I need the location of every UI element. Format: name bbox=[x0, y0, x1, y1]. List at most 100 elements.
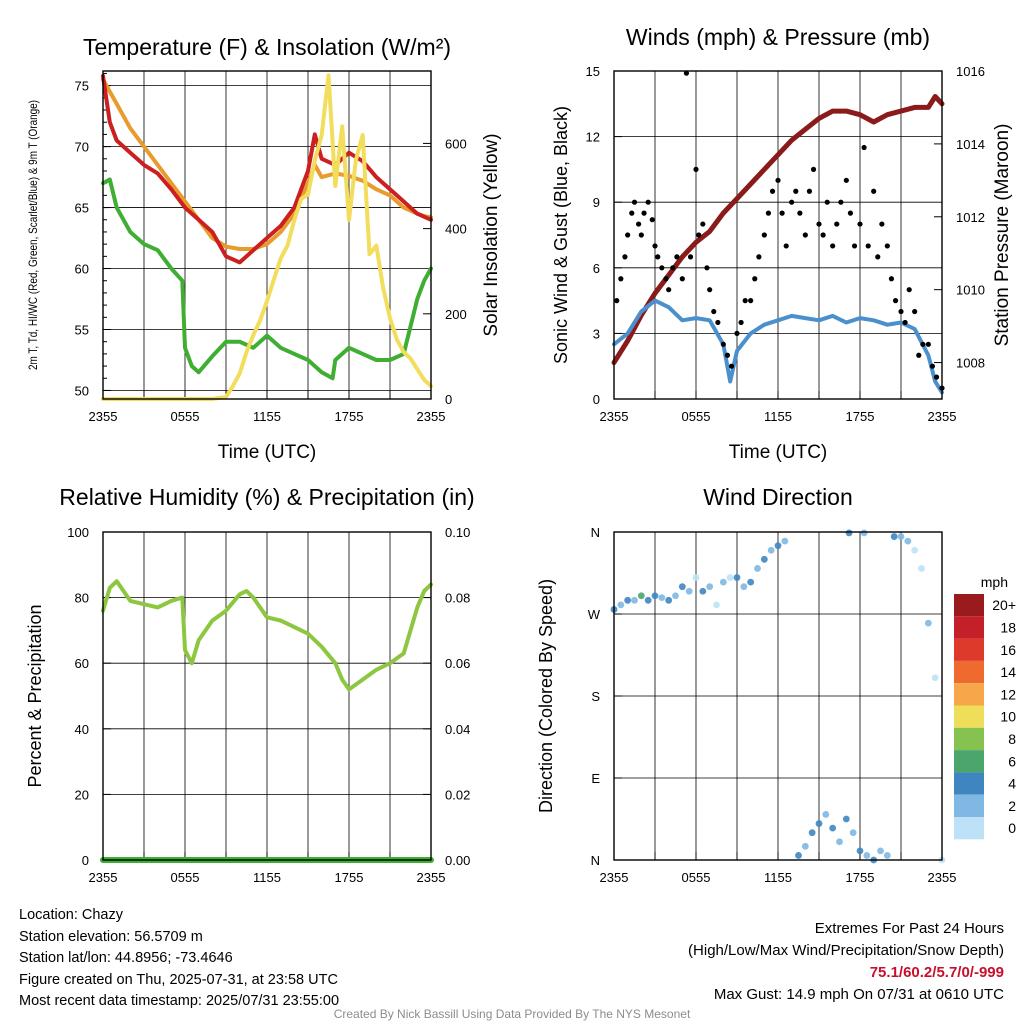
gust-point bbox=[614, 298, 620, 304]
gust-point bbox=[920, 341, 926, 347]
legend-swatch bbox=[954, 750, 984, 773]
series-line bbox=[101, 73, 433, 265]
legend-label: 4 bbox=[1008, 776, 1016, 792]
x-tick-label: 1755 bbox=[846, 409, 875, 424]
direction-point bbox=[665, 596, 673, 604]
x-axis-label: Time (UTC) bbox=[729, 442, 828, 463]
direction-point bbox=[767, 546, 775, 554]
y-tick-label-left: 70 bbox=[75, 140, 89, 155]
direction-point bbox=[631, 596, 638, 604]
gust-point bbox=[806, 188, 813, 194]
series-line bbox=[612, 298, 944, 395]
latlon-text: Station lat/lon: 44.8956; -73.4646 bbox=[19, 950, 233, 966]
direction-point bbox=[637, 592, 645, 600]
gust-point bbox=[888, 276, 895, 282]
gust-point bbox=[898, 308, 904, 315]
legend-swatch bbox=[954, 727, 984, 751]
direction-point bbox=[678, 583, 686, 591]
gust-point bbox=[761, 232, 767, 238]
gust-point bbox=[871, 188, 877, 194]
legend-label: 6 bbox=[1008, 753, 1016, 769]
gust-point bbox=[838, 199, 844, 205]
gust-point bbox=[724, 352, 731, 358]
direction-point bbox=[924, 619, 932, 627]
gust-point bbox=[779, 210, 785, 216]
direction-point bbox=[897, 533, 905, 540]
chart-title: Temperature (F) & Insolation (W/m²) bbox=[83, 34, 451, 60]
gust-point bbox=[652, 243, 658, 249]
gust-point bbox=[728, 363, 735, 369]
gust-point bbox=[696, 232, 702, 238]
direction-point bbox=[706, 583, 714, 591]
direction-point bbox=[801, 842, 809, 850]
series-line bbox=[101, 177, 433, 381]
legend-swatch bbox=[954, 772, 984, 795]
direction-point bbox=[658, 594, 666, 601]
series-line bbox=[101, 579, 433, 692]
gust-point bbox=[816, 221, 822, 227]
legend-swatch bbox=[954, 638, 984, 661]
gust-point bbox=[738, 319, 744, 326]
x-tick-label: 1755 bbox=[335, 870, 364, 885]
direction-point bbox=[747, 578, 755, 586]
gust-point bbox=[775, 177, 781, 183]
y-tick-label-right: 1008 bbox=[956, 356, 985, 371]
direction-point bbox=[692, 574, 700, 581]
x-tick-label: 2355 bbox=[928, 870, 957, 885]
direction-point bbox=[836, 838, 843, 846]
y-tick-label-right: 1014 bbox=[956, 137, 985, 152]
direction-point bbox=[829, 824, 837, 832]
x-axis-label: Time (UTC) bbox=[218, 442, 317, 463]
extremes-values: 75.1/60.2/5.7/0/-999 bbox=[869, 964, 1004, 981]
x-tick-label: 2355 bbox=[600, 409, 629, 424]
y-tick-label-left: 65 bbox=[75, 201, 89, 216]
y-axis-label-left: 2m T, Td, HI/WC (Red, Green, Scarlet/Blu… bbox=[26, 100, 40, 370]
y-tick-label-left: 9 bbox=[593, 195, 600, 210]
x-tick-label: 0555 bbox=[171, 870, 200, 885]
y-tick-label-right: 0.08 bbox=[445, 591, 470, 606]
y-tick-label-left: 3 bbox=[593, 326, 600, 341]
y-tick-label-right: 0.00 bbox=[445, 853, 470, 868]
gust-point bbox=[720, 341, 726, 347]
y-tick-label-left: 60 bbox=[75, 656, 89, 671]
direction-point bbox=[842, 815, 850, 823]
gust-point bbox=[861, 144, 867, 151]
legend-swatch bbox=[954, 594, 984, 617]
direction-point bbox=[808, 829, 816, 837]
y-tick-label-right: 1012 bbox=[956, 210, 985, 225]
gust-point bbox=[802, 232, 808, 238]
legend-swatch bbox=[954, 683, 984, 706]
y-tick-label-left: S bbox=[591, 689, 600, 704]
gust-point bbox=[618, 276, 624, 282]
direction-point bbox=[719, 578, 727, 586]
y-tick-label-left: 55 bbox=[75, 322, 89, 337]
gust-point bbox=[715, 319, 721, 326]
direction-point bbox=[781, 537, 789, 545]
direction-point bbox=[713, 601, 720, 609]
x-tick-label: 1755 bbox=[335, 409, 364, 424]
direction-point bbox=[863, 852, 871, 859]
plot-frame bbox=[102, 531, 432, 861]
extremes-info: Extremes For Past 24 Hours (High/Low/Max… bbox=[688, 918, 1004, 1006]
gust-point bbox=[655, 254, 661, 260]
x-tick-label: 2355 bbox=[600, 870, 629, 885]
y-tick-label-left: 0 bbox=[82, 853, 89, 868]
direction-point bbox=[845, 529, 853, 537]
created-text: Figure created on Thu, 2025-07-31, at 23… bbox=[19, 971, 338, 988]
y-tick-label-right: 0 bbox=[445, 392, 452, 407]
legend-swatch bbox=[954, 660, 984, 684]
x-tick-label: 2355 bbox=[928, 409, 957, 424]
legend-swatch bbox=[954, 616, 984, 639]
gust-point bbox=[711, 308, 717, 315]
x-tick-label: 1155 bbox=[253, 409, 281, 424]
direction-point bbox=[856, 847, 864, 855]
legend-label: 8 bbox=[1008, 731, 1016, 747]
gust-point bbox=[663, 276, 669, 282]
legend-swatch bbox=[954, 705, 984, 728]
extremes-title: Extremes For Past 24 Hours bbox=[814, 920, 1004, 937]
gust-point bbox=[683, 70, 690, 76]
gust-point bbox=[906, 287, 912, 293]
gust-point bbox=[933, 374, 940, 380]
gust-point bbox=[892, 298, 899, 304]
legend-label: 20+ bbox=[992, 597, 1016, 613]
